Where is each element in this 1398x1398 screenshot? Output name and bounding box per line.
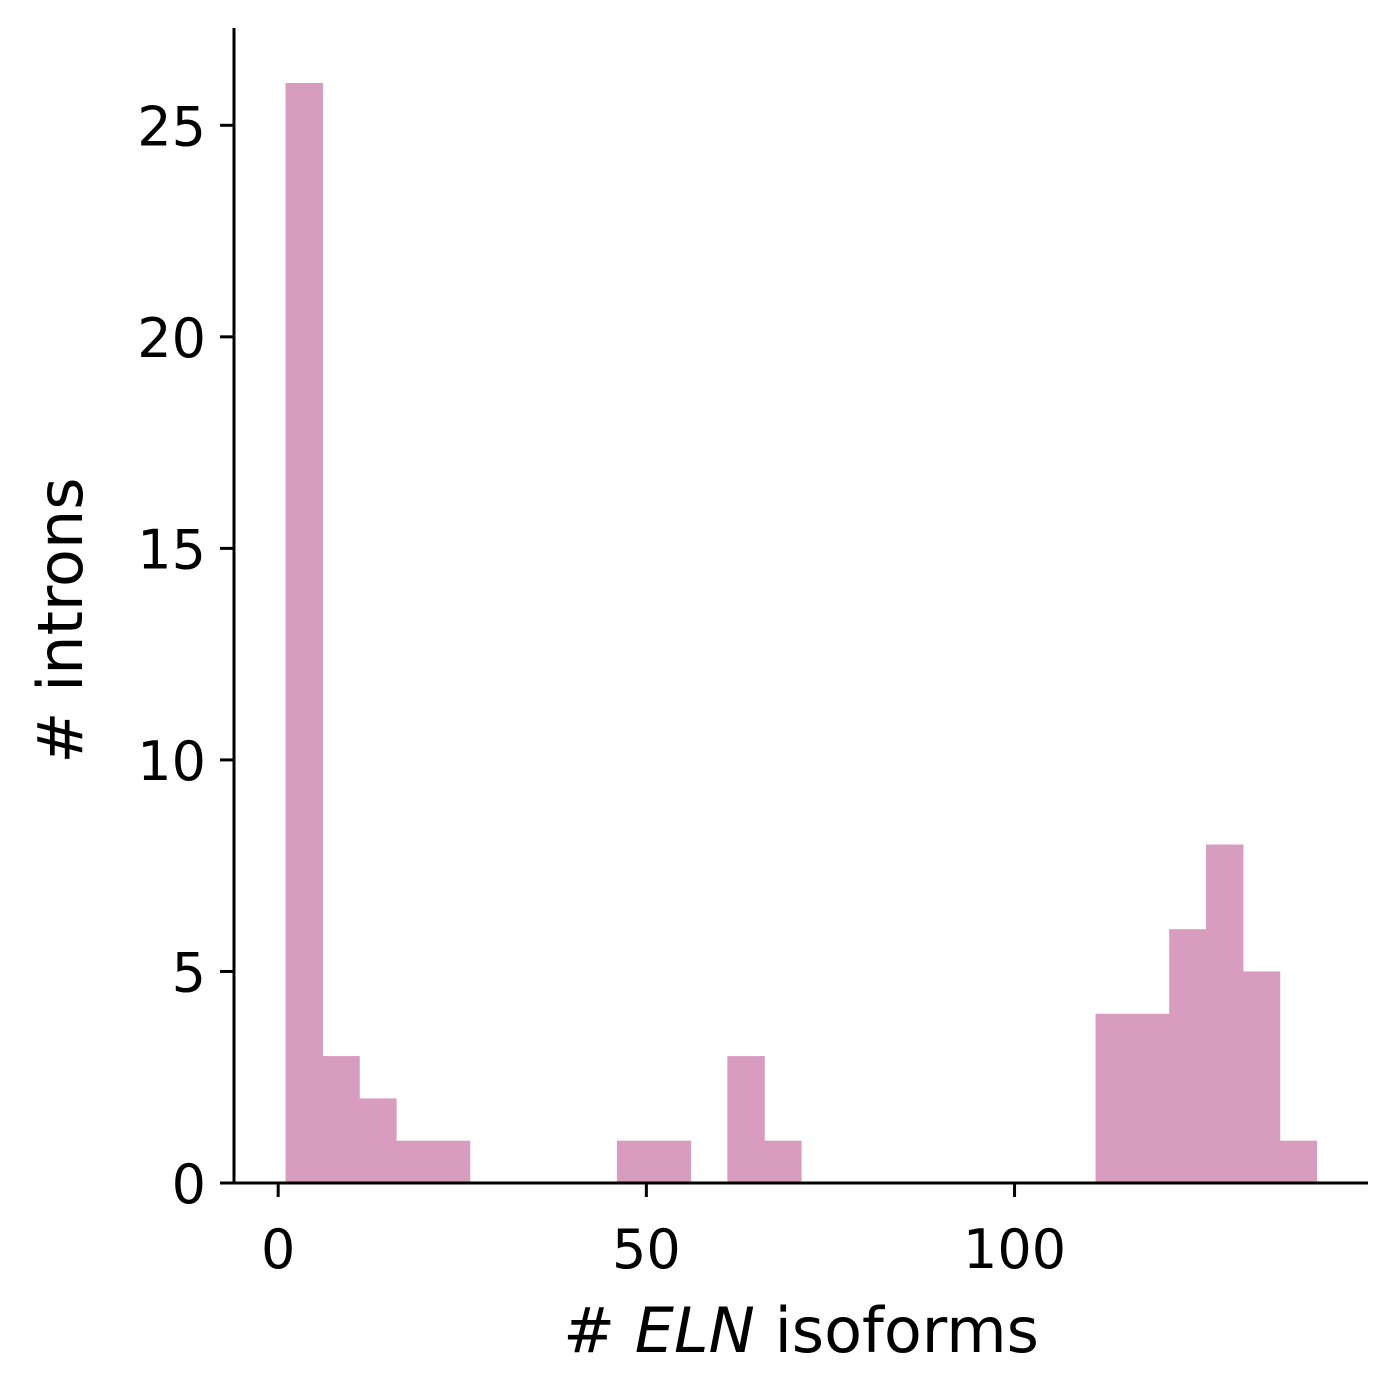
- histogram-bar-9: [1095, 1013, 1133, 1183]
- y-tick-label-10: 10: [137, 730, 206, 793]
- histogram-bar-7: [727, 1056, 765, 1183]
- y-tick-label-20: 20: [137, 307, 206, 370]
- histogram-bar-8: [764, 1140, 802, 1183]
- histogram-bar-12: [1206, 844, 1244, 1183]
- x-tick-label-0: 0: [261, 1218, 295, 1281]
- histogram-bar-13: [1242, 971, 1281, 1183]
- histogram-bar-11: [1169, 929, 1207, 1183]
- histogram-bar-0: [285, 83, 323, 1183]
- x-tick-label-50: 50: [612, 1218, 681, 1281]
- y-tick-label-25: 25: [137, 95, 206, 158]
- x-axis-label-suffix: isoforms: [755, 1294, 1039, 1367]
- histogram-bar-10: [1132, 1013, 1170, 1183]
- histogram-bar-1: [322, 1056, 360, 1183]
- histogram-bar-5: [616, 1140, 655, 1183]
- x-axis-label-prefix: #: [563, 1294, 635, 1367]
- y-ticks-group: 0 5 10 15 20 25: [137, 95, 234, 1216]
- y-tick-label-5: 5: [172, 941, 206, 1004]
- histogram-bar-14: [1279, 1140, 1318, 1183]
- x-ticks-group: 0 50 100: [261, 1183, 1066, 1281]
- x-axis-label-gene: ELN: [635, 1294, 755, 1367]
- y-axis-label: # introns: [24, 477, 97, 763]
- histogram-bar-4: [432, 1140, 471, 1183]
- histogram-bar-6: [653, 1140, 692, 1183]
- y-tick-label-0: 0: [172, 1153, 206, 1216]
- x-axis-label: # ELN isoforms: [563, 1294, 1039, 1367]
- x-tick-label-100: 100: [963, 1218, 1066, 1281]
- histogram-bar-3: [396, 1140, 434, 1183]
- axes-group: [232, 28, 1368, 1185]
- bars-group: [285, 83, 1318, 1183]
- y-tick-label-15: 15: [137, 518, 206, 581]
- histogram-bar-2: [359, 1098, 397, 1183]
